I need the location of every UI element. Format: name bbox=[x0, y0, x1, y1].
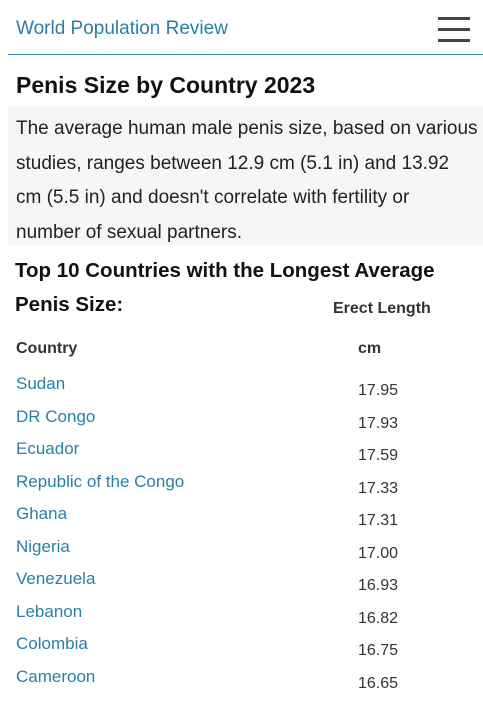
country-link[interactable]: DR Congo bbox=[16, 406, 96, 426]
site-title[interactable]: World Population Review bbox=[16, 18, 228, 39]
intro-text: The average human male penis size, based… bbox=[16, 118, 478, 243]
country-link[interactable]: Ecuador bbox=[16, 439, 80, 458]
column-header: Country bbox=[16, 340, 78, 357]
header-rule bbox=[8, 54, 483, 55]
country-link[interactable]: Sudan bbox=[16, 374, 66, 393]
length-value: 16.93 bbox=[358, 577, 399, 594]
menu-bar[interactable] bbox=[438, 39, 470, 42]
country-link[interactable]: Venezuela bbox=[16, 569, 96, 588]
intro-box bbox=[8, 106, 483, 245]
country-link[interactable]: Lebanon bbox=[16, 601, 83, 621]
length-value: 17.33 bbox=[358, 479, 399, 497]
menu-bar[interactable] bbox=[438, 28, 470, 31]
menu-bar[interactable] bbox=[438, 17, 470, 20]
column-group: Erect Length bbox=[333, 300, 431, 317]
article-title: Penis Size by Country 2023 bbox=[16, 72, 316, 98]
length-value: 17.93 bbox=[358, 414, 399, 432]
length-value: 17.31 bbox=[358, 512, 399, 529]
country-link[interactable]: Cameroon bbox=[16, 666, 96, 686]
length-value: 16.75 bbox=[358, 642, 399, 659]
country-link[interactable]: Republic of the Congo bbox=[16, 471, 185, 491]
column-header: cm bbox=[358, 340, 382, 357]
length-value: 17.00 bbox=[358, 544, 399, 562]
length-value: 16.65 bbox=[358, 674, 399, 692]
length-value: 17.59 bbox=[358, 447, 399, 464]
section-heading: Top 10 Countries with the Longest Averag… bbox=[15, 259, 435, 316]
country-link[interactable]: Ghana bbox=[16, 504, 68, 523]
length-value: 17.95 bbox=[358, 382, 399, 399]
country-link[interactable]: Colombia bbox=[16, 634, 88, 653]
country-link[interactable]: Nigeria bbox=[16, 536, 70, 556]
length-value: 16.82 bbox=[358, 609, 399, 627]
